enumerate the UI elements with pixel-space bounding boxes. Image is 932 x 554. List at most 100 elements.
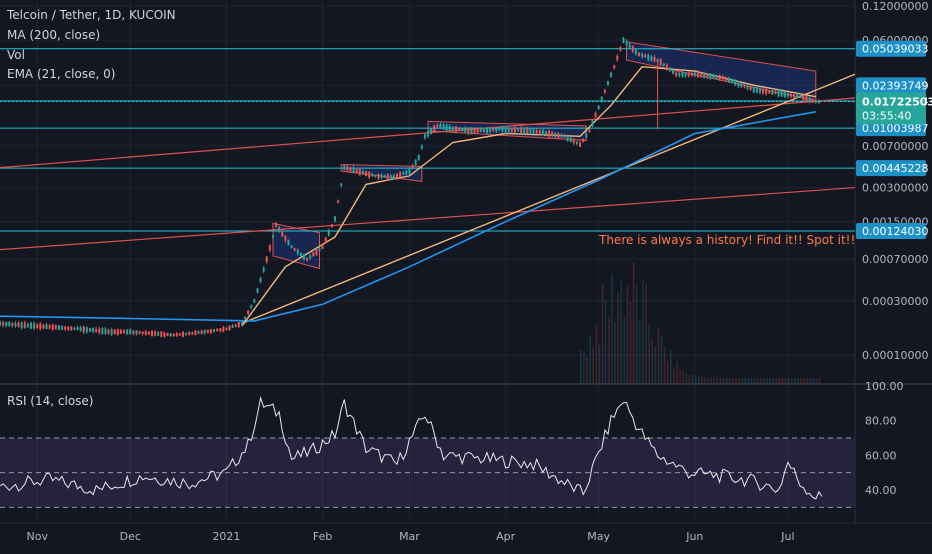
- volume-bar: [803, 378, 805, 384]
- candle-body: [507, 127, 510, 133]
- candle-body: [64, 326, 67, 330]
- candle-body: [88, 328, 91, 332]
- time-tick-label: Apr: [496, 530, 516, 543]
- candle-body: [613, 65, 616, 68]
- candle-body: [582, 138, 585, 142]
- volume-bar: [679, 369, 681, 384]
- volume-bar: [660, 335, 663, 384]
- price-level-tag: [856, 77, 926, 94]
- candle-body: [535, 130, 538, 133]
- candle-body: [30, 322, 33, 329]
- candle-body: [445, 124, 448, 131]
- candle-body: [265, 256, 268, 263]
- volume-bar: [614, 322, 616, 384]
- volume-bar: [595, 323, 598, 384]
- candle-body: [95, 329, 98, 332]
- candle-body: [476, 128, 479, 133]
- candle-body: [330, 224, 333, 228]
- candle-body: [678, 72, 681, 76]
- candle-body: [436, 124, 439, 128]
- candle-body: [132, 330, 135, 334]
- candle-body: [427, 131, 430, 137]
- candle-body: [681, 71, 684, 77]
- candle-body: [575, 141, 578, 145]
- candle-body: [101, 328, 104, 334]
- candle-body: [45, 324, 48, 329]
- candle-body: [275, 223, 278, 228]
- volume-bar: [750, 377, 753, 384]
- candle-body: [802, 95, 805, 100]
- rsi-tick-label: 80.00: [865, 415, 897, 428]
- rsi-tick-label: 40.00: [865, 484, 897, 497]
- candle-body: [358, 168, 361, 175]
- candle-body: [616, 55, 619, 60]
- candle-body: [169, 333, 172, 337]
- candle-body: [758, 88, 761, 93]
- candle-body: [485, 127, 488, 133]
- symbol-title: Telcoin / Tether, 1D, KUCOIN: [7, 8, 176, 22]
- candle-body: [392, 175, 395, 180]
- candle-body: [343, 165, 346, 170]
- candle-body: [312, 252, 315, 257]
- candle-body: [526, 128, 529, 134]
- candle-body: [396, 173, 399, 179]
- candle-body: [188, 332, 191, 335]
- candle-body: [684, 72, 687, 77]
- volume-bar: [666, 361, 669, 384]
- candle-body: [724, 77, 727, 81]
- candle-body: [541, 129, 544, 136]
- time-tick-label: Jun: [685, 530, 703, 543]
- candle-body: [160, 331, 163, 337]
- candle-body: [197, 331, 200, 334]
- candle-body: [284, 235, 287, 241]
- candle-body: [92, 328, 95, 332]
- candle-body: [523, 127, 526, 134]
- volume-bar: [722, 377, 725, 384]
- candle-body: [715, 75, 718, 79]
- candle-body: [296, 249, 299, 254]
- candle-body: [650, 55, 653, 61]
- candle-body: [458, 128, 461, 131]
- volume-bar: [697, 376, 700, 384]
- candle-body: [110, 329, 113, 335]
- candle-body: [48, 325, 51, 329]
- candle-body: [594, 112, 597, 118]
- candle-body: [740, 82, 743, 87]
- volume-bar: [583, 351, 585, 384]
- candle-body: [79, 327, 82, 331]
- candle-body: [712, 74, 715, 79]
- volume-bar: [604, 298, 607, 384]
- candle-body: [290, 245, 293, 249]
- candle-body: [256, 288, 259, 293]
- candle-body: [442, 124, 445, 130]
- candle-body: [774, 91, 777, 94]
- price-tick-label: 0.12000000: [862, 0, 928, 13]
- rsi-line: [0, 395, 823, 500]
- price-tick-label: 0.00700000: [862, 140, 928, 153]
- volume-bar: [654, 345, 657, 384]
- ema-legend: EMA (21, close, 0): [7, 67, 116, 81]
- volume-bar: [784, 378, 787, 384]
- candle-body: [405, 170, 408, 175]
- time-tick-label: Feb: [313, 530, 332, 543]
- candle-body: [706, 73, 709, 78]
- volume-bar: [806, 378, 809, 384]
- rsi-legend: RSI (14, close): [7, 394, 94, 408]
- volume-bar: [775, 378, 778, 384]
- candle-body: [811, 98, 814, 103]
- volume-bar: [725, 377, 728, 384]
- candle-body: [538, 130, 541, 134]
- candle-body: [551, 132, 554, 137]
- candle-body: [572, 139, 575, 144]
- candle-body: [470, 128, 473, 134]
- current-price-countdown: 03:55:40: [862, 110, 911, 123]
- candle-body: [73, 327, 76, 330]
- candle-body: [439, 124, 442, 129]
- candle-body: [209, 329, 212, 334]
- candle-body: [377, 173, 380, 179]
- candle-body: [302, 253, 305, 260]
- volume-bar: [632, 262, 635, 384]
- time-tick-label: Nov: [26, 530, 48, 543]
- candle-body: [817, 100, 820, 104]
